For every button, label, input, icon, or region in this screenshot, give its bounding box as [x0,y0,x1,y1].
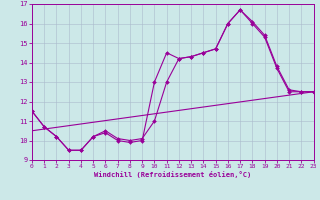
X-axis label: Windchill (Refroidissement éolien,°C): Windchill (Refroidissement éolien,°C) [94,171,252,178]
